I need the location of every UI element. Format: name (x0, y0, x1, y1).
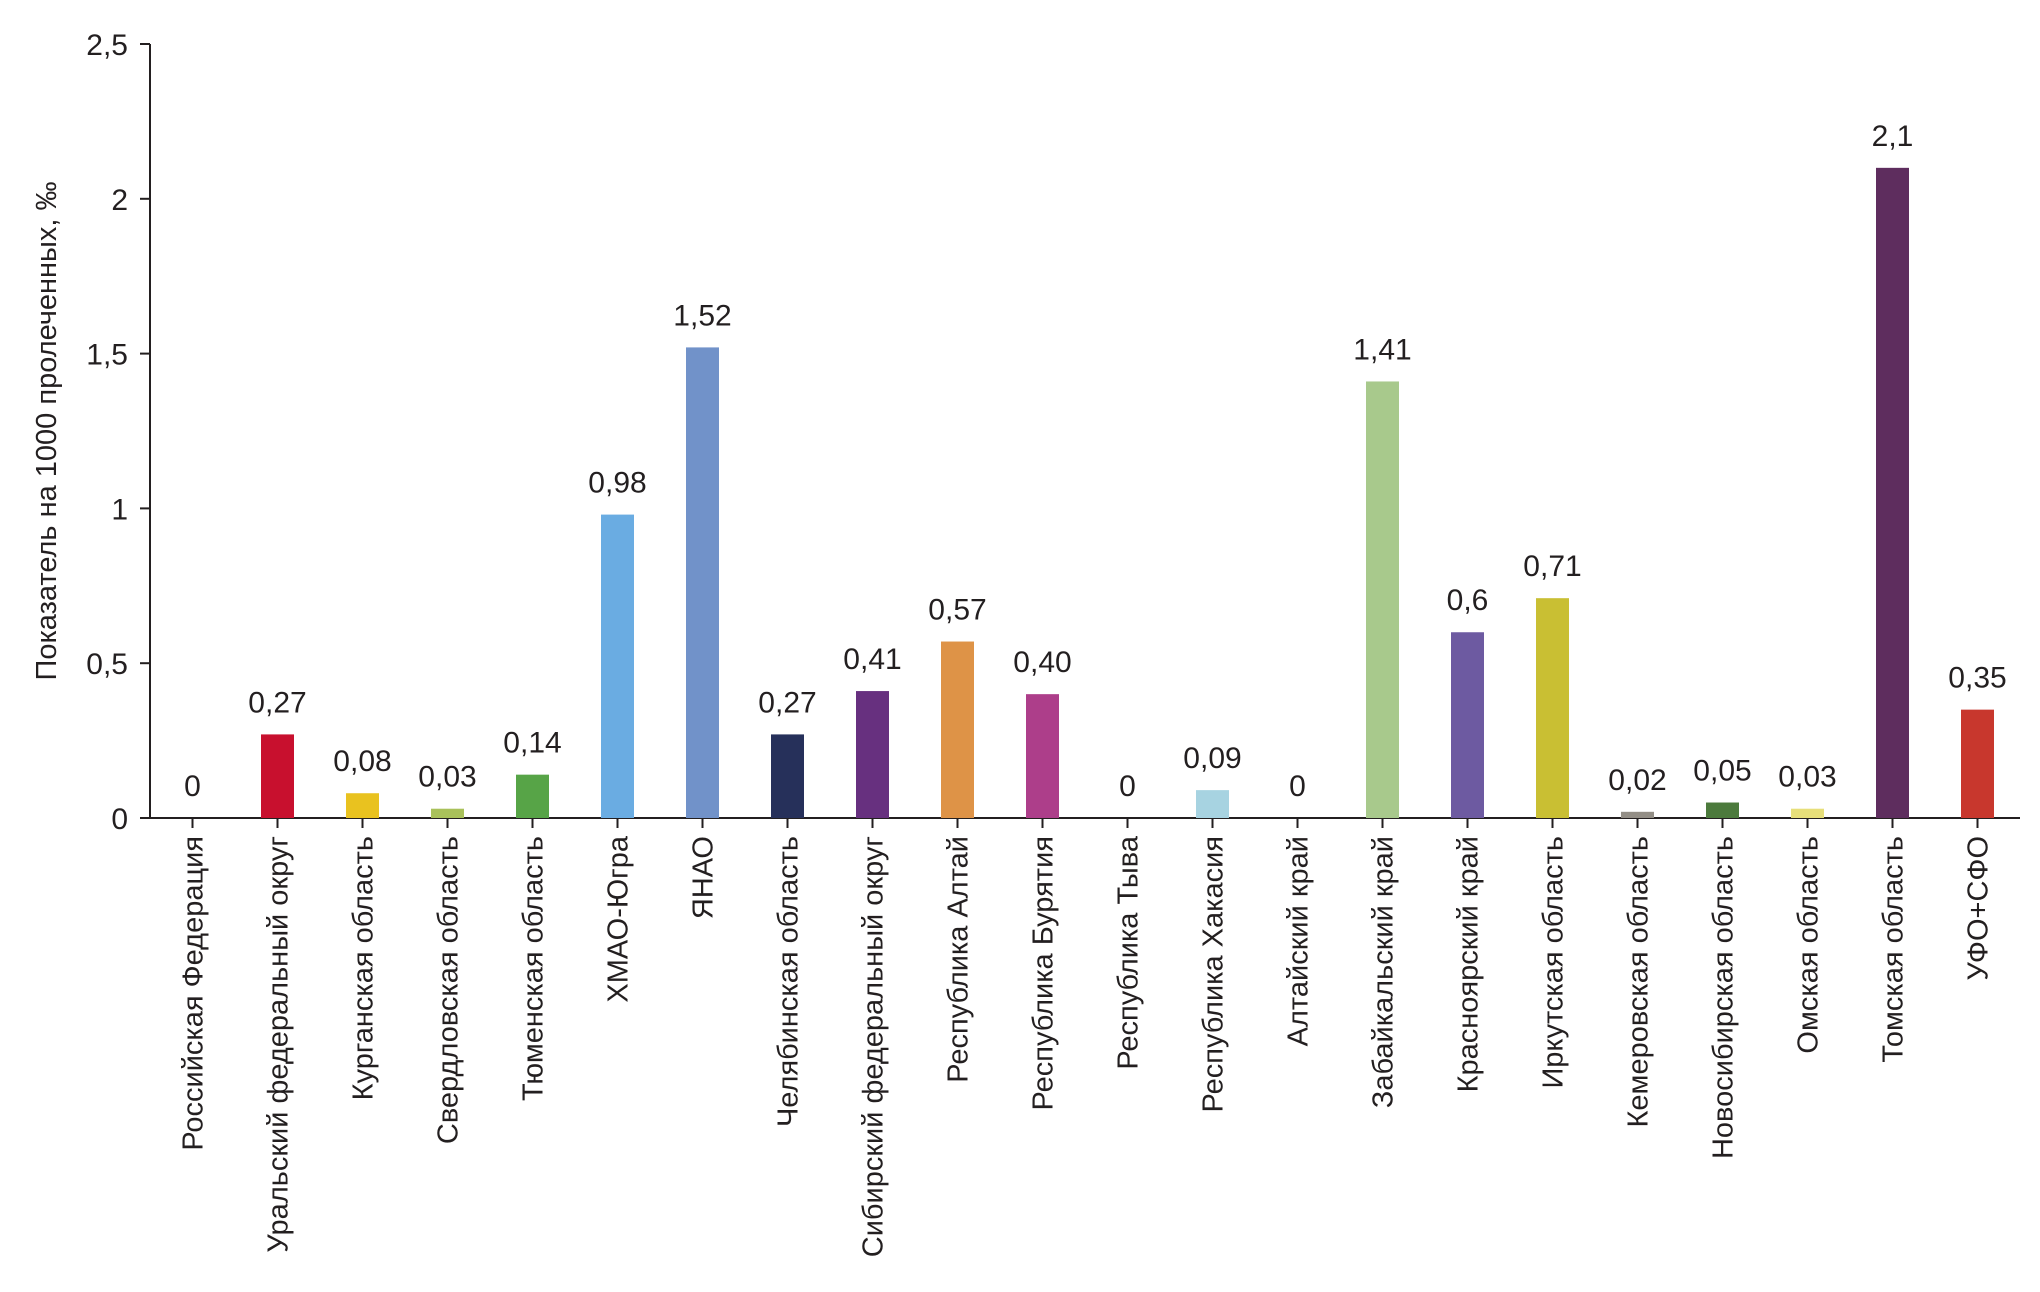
data-label: 0,09 (1183, 742, 1241, 775)
x-tick-label: Уральский федеральный округ (263, 836, 295, 1253)
data-label: 1,52 (673, 299, 731, 332)
data-label: 0,40 (1013, 646, 1071, 679)
x-tick-label: Забайкальский край (1368, 836, 1400, 1108)
data-label: 0 (184, 770, 201, 803)
data-label: 2,1 (1872, 120, 1914, 153)
bar (941, 641, 974, 818)
x-tick-label: Свердловская область (433, 836, 465, 1144)
bar (1876, 167, 1909, 819)
y-axis-label: Показатель на 1000 пролеченных, ‰ (31, 181, 63, 680)
x-tick-label: ЯНАО (688, 836, 720, 919)
bars (261, 167, 1994, 819)
y-tick-label: 0,5 (86, 648, 128, 681)
x-tick-label: Алтайский край (1283, 836, 1315, 1046)
bar (346, 793, 379, 818)
x-tick-label: Красноярский край (1453, 836, 1485, 1092)
x-tick-label: Новосибирская область (1708, 836, 1740, 1159)
data-label: 0,27 (248, 686, 306, 719)
x-tick-label: Томская область (1878, 836, 1910, 1063)
value-labels: 0 0,27 0,08 0,03 0,14 0,98 1,52 0,27 0,41 0,57 0,4… (184, 120, 2007, 803)
y-tick-label: 1,5 (86, 339, 128, 372)
x-tick-label: Челябинская область (773, 836, 805, 1127)
bar (516, 774, 549, 818)
bar (601, 514, 634, 818)
y-tick-label: 1 (111, 493, 128, 526)
bar (1621, 811, 1654, 818)
y-tick-label: 2 (111, 184, 128, 217)
data-label: 0,03 (418, 761, 476, 794)
data-label: 0,71 (1523, 550, 1581, 583)
data-label: 0,57 (928, 594, 986, 627)
data-label: 0 (1119, 770, 1136, 803)
x-tick-label: Курганская область (348, 836, 380, 1100)
x-tick-label: Сибирский федеральный округ (858, 836, 890, 1257)
x-tick-label: Республика Тыва (1113, 835, 1145, 1070)
bar (261, 734, 294, 818)
data-label: 1,41 (1353, 333, 1411, 366)
x-tick-label: Омская область (1793, 836, 1825, 1054)
data-label: 0,05 (1693, 755, 1751, 788)
data-label: 0,35 (1948, 662, 2006, 695)
bar (856, 691, 889, 818)
data-label: 0 (1289, 770, 1306, 803)
data-label: 0,27 (758, 686, 816, 719)
bar (1026, 694, 1059, 818)
x-tick-label: УФО+СФО (1963, 836, 1995, 981)
category-labels: Российская Федерация Уральский федеральны… (178, 835, 1995, 1257)
data-label: 0,98 (588, 467, 646, 500)
x-tick-label: ХМАО-Югра (603, 835, 635, 1002)
bar (1451, 632, 1484, 818)
data-label: 0,03 (1778, 761, 1836, 794)
bar (1536, 598, 1569, 818)
bar (431, 808, 464, 818)
data-label: 0,02 (1608, 764, 1666, 797)
y-tick-label: 0 (111, 803, 128, 836)
y-tick-label: 2,5 (86, 29, 128, 62)
x-tick-label: Республика Хакасия (1198, 836, 1230, 1113)
bar (1196, 790, 1229, 818)
bar (771, 734, 804, 818)
bar (1791, 808, 1824, 818)
bar (1706, 802, 1739, 818)
data-label: 0,14 (503, 727, 561, 760)
data-label: 0,41 (843, 643, 901, 676)
bar (686, 347, 719, 818)
x-tick-label: Республика Алтай (943, 836, 975, 1083)
x-tick-label: Тюменская область (518, 836, 550, 1101)
x-tick-label: Российская Федерация (178, 836, 210, 1151)
data-label: 0,6 (1447, 584, 1489, 617)
x-tick-label: Кемеровская область (1623, 836, 1655, 1128)
bar (1366, 381, 1399, 818)
bar (1961, 709, 1994, 818)
x-tick-label: Республика Бурятия (1028, 836, 1060, 1110)
x-tick-label: Иркутская область (1538, 836, 1570, 1089)
data-label: 0,08 (333, 745, 391, 778)
